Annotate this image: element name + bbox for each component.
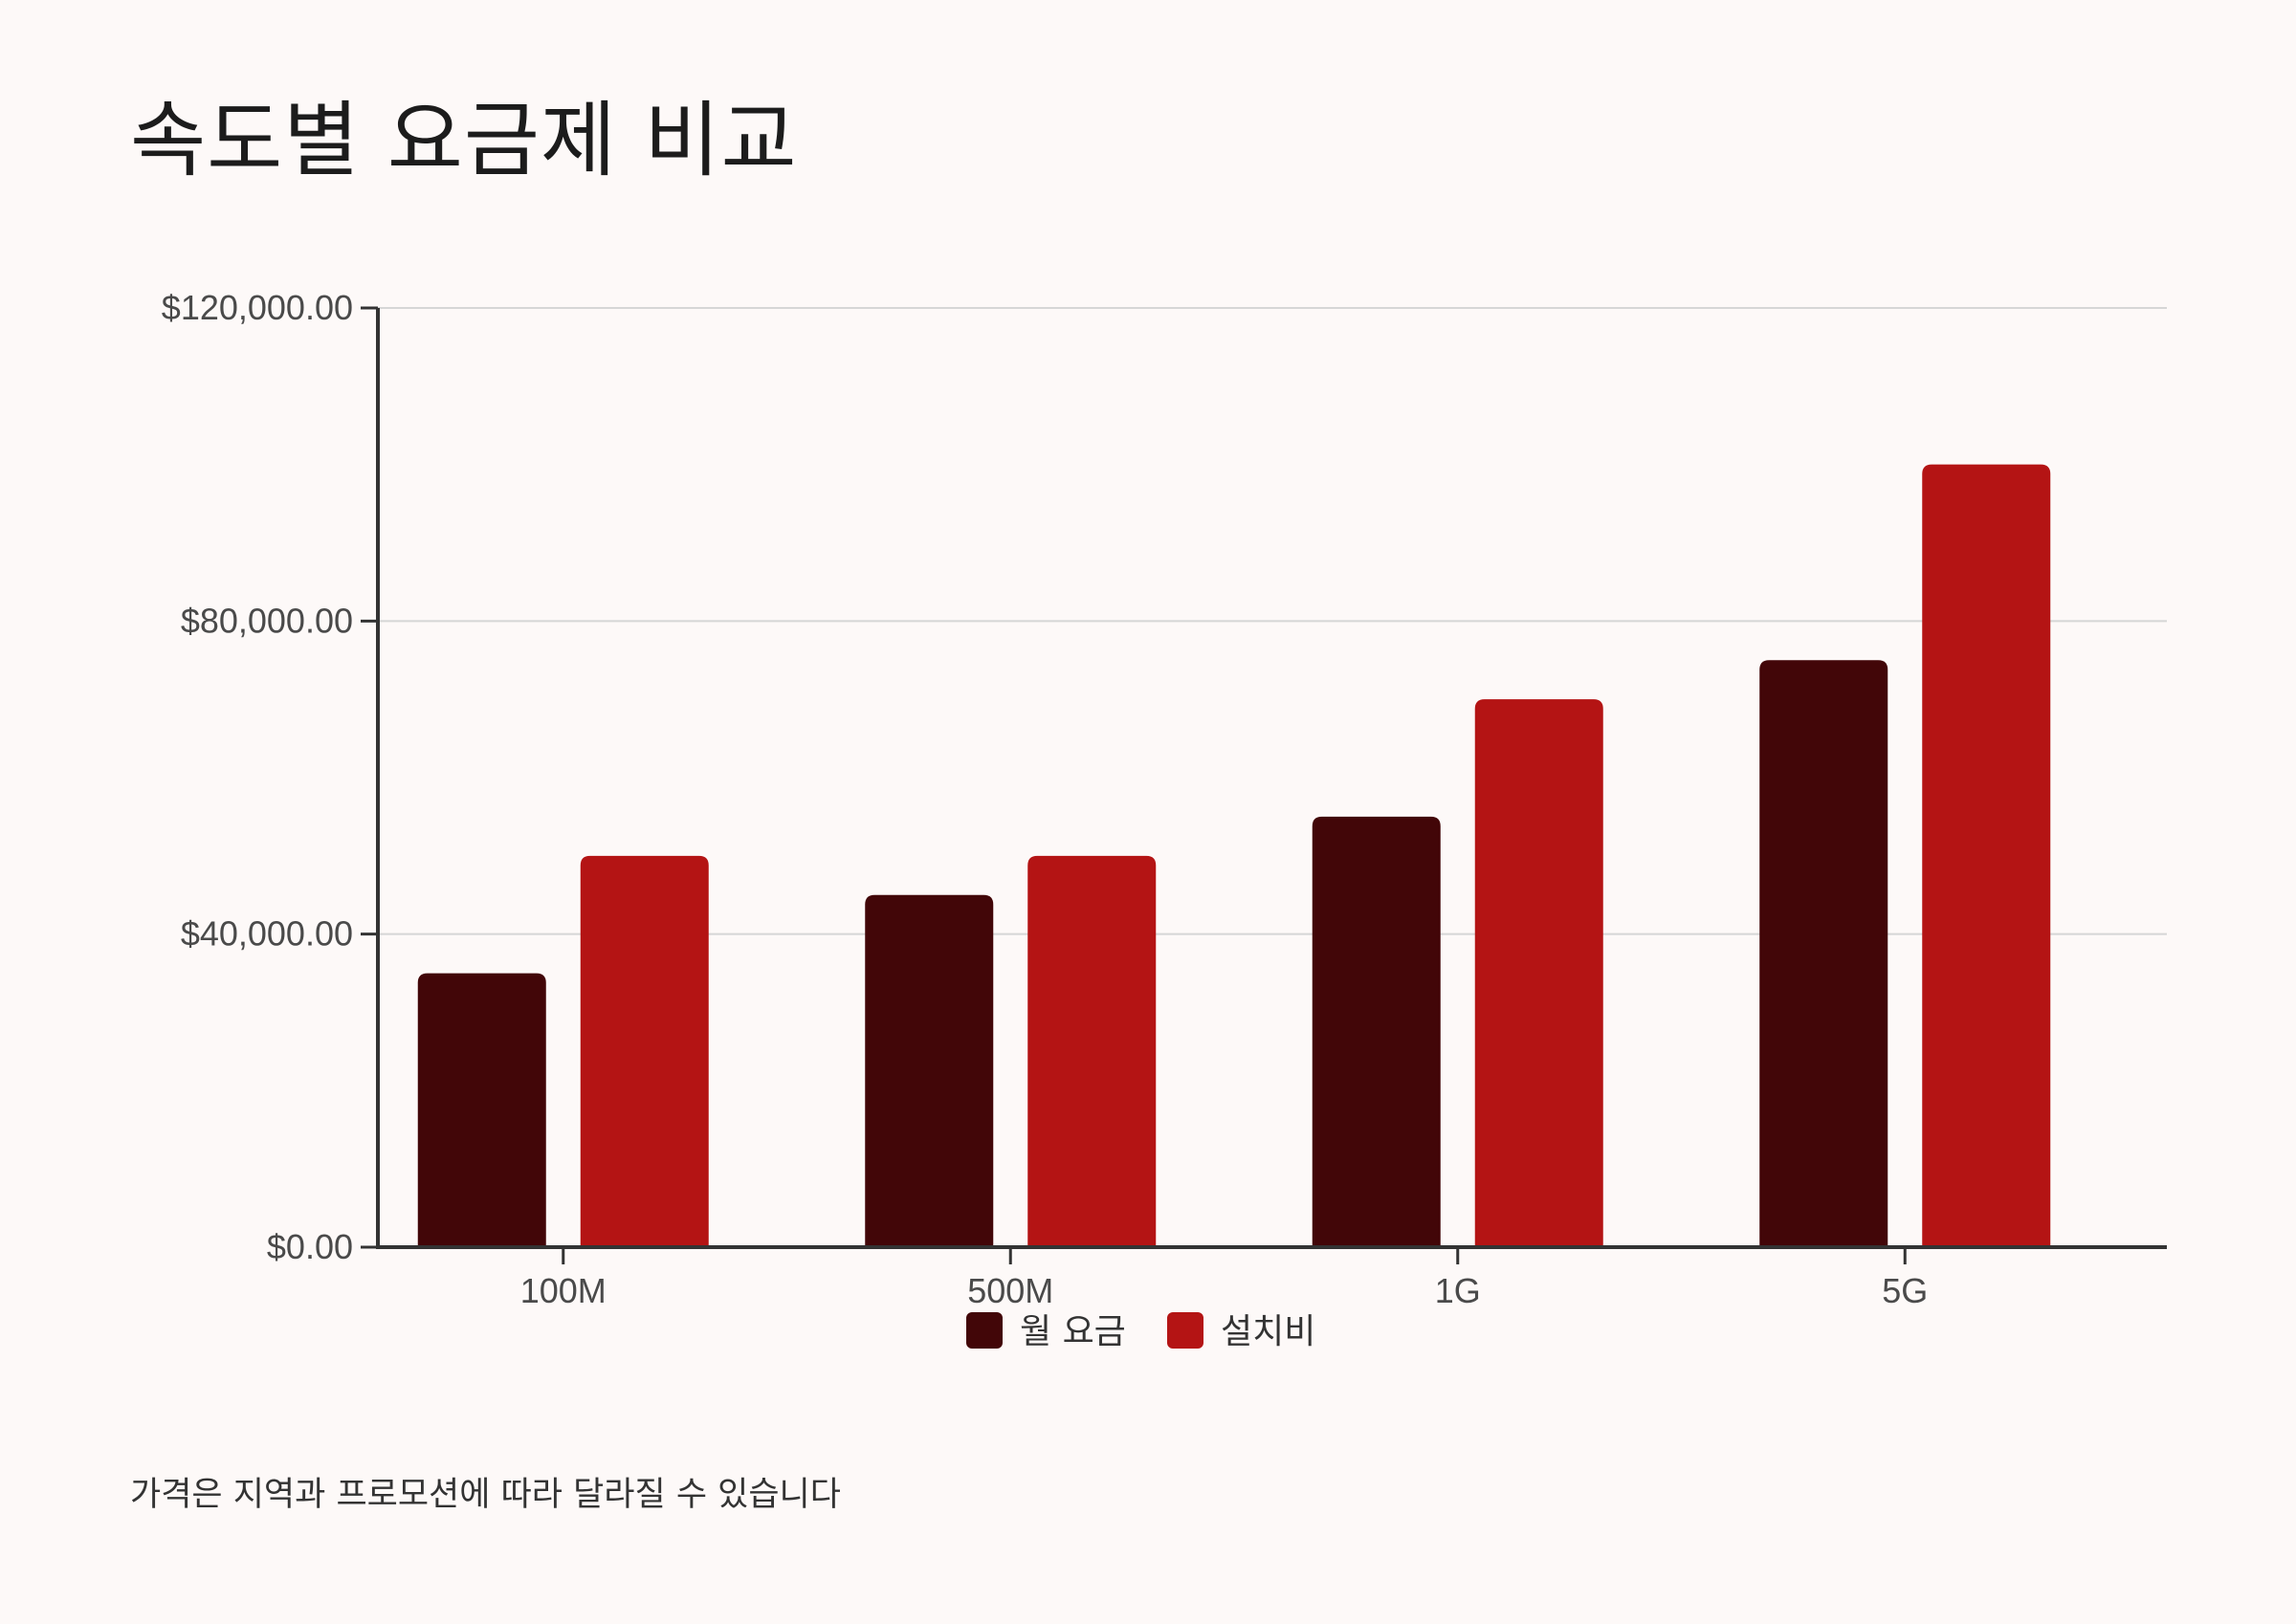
x-tick-label: 500M xyxy=(967,1271,1053,1310)
bar-100M-install xyxy=(580,855,709,1247)
x-tick-label: 1G xyxy=(1435,1271,1481,1310)
legend-label-monthly: 월 요금 xyxy=(1020,1312,1126,1351)
legend-swatch-monthly xyxy=(966,1312,1003,1349)
x-tick-label: 100M xyxy=(520,1271,607,1310)
footnote: 가격은 지역과 프로모션에 따라 달라질 수 있습니다 xyxy=(130,1476,841,1514)
bar-100M-monthly xyxy=(417,973,546,1247)
legend-label-install: 설치비 xyxy=(1221,1312,1315,1351)
bar-500M-install xyxy=(1027,855,1157,1247)
bar-5G-install xyxy=(1922,464,2051,1248)
bar-1G-monthly xyxy=(1312,816,1441,1247)
gridlines xyxy=(378,307,2167,935)
bar-5G-monthly xyxy=(1759,660,1888,1247)
legend: 월 요금 설치비 xyxy=(966,1312,1315,1351)
axes: $0.00 $40,000.00 $80,000.00 $120,000.00 100M… xyxy=(162,288,2167,1310)
chart-title: 속도별 요금제 비교 xyxy=(130,93,798,188)
bar-1G-install xyxy=(1474,699,1603,1247)
y-tick-label: $80,000.00 xyxy=(181,601,353,640)
bar-500M-monthly xyxy=(865,894,994,1247)
x-tick-label: 5G xyxy=(1882,1271,1928,1310)
bars xyxy=(417,464,2051,1248)
y-tick-label: $0.00 xyxy=(267,1227,353,1266)
y-tick-label: $40,000.00 xyxy=(181,914,353,954)
y-tick-label: $120,000.00 xyxy=(162,288,353,327)
legend-swatch-install xyxy=(1167,1312,1203,1349)
